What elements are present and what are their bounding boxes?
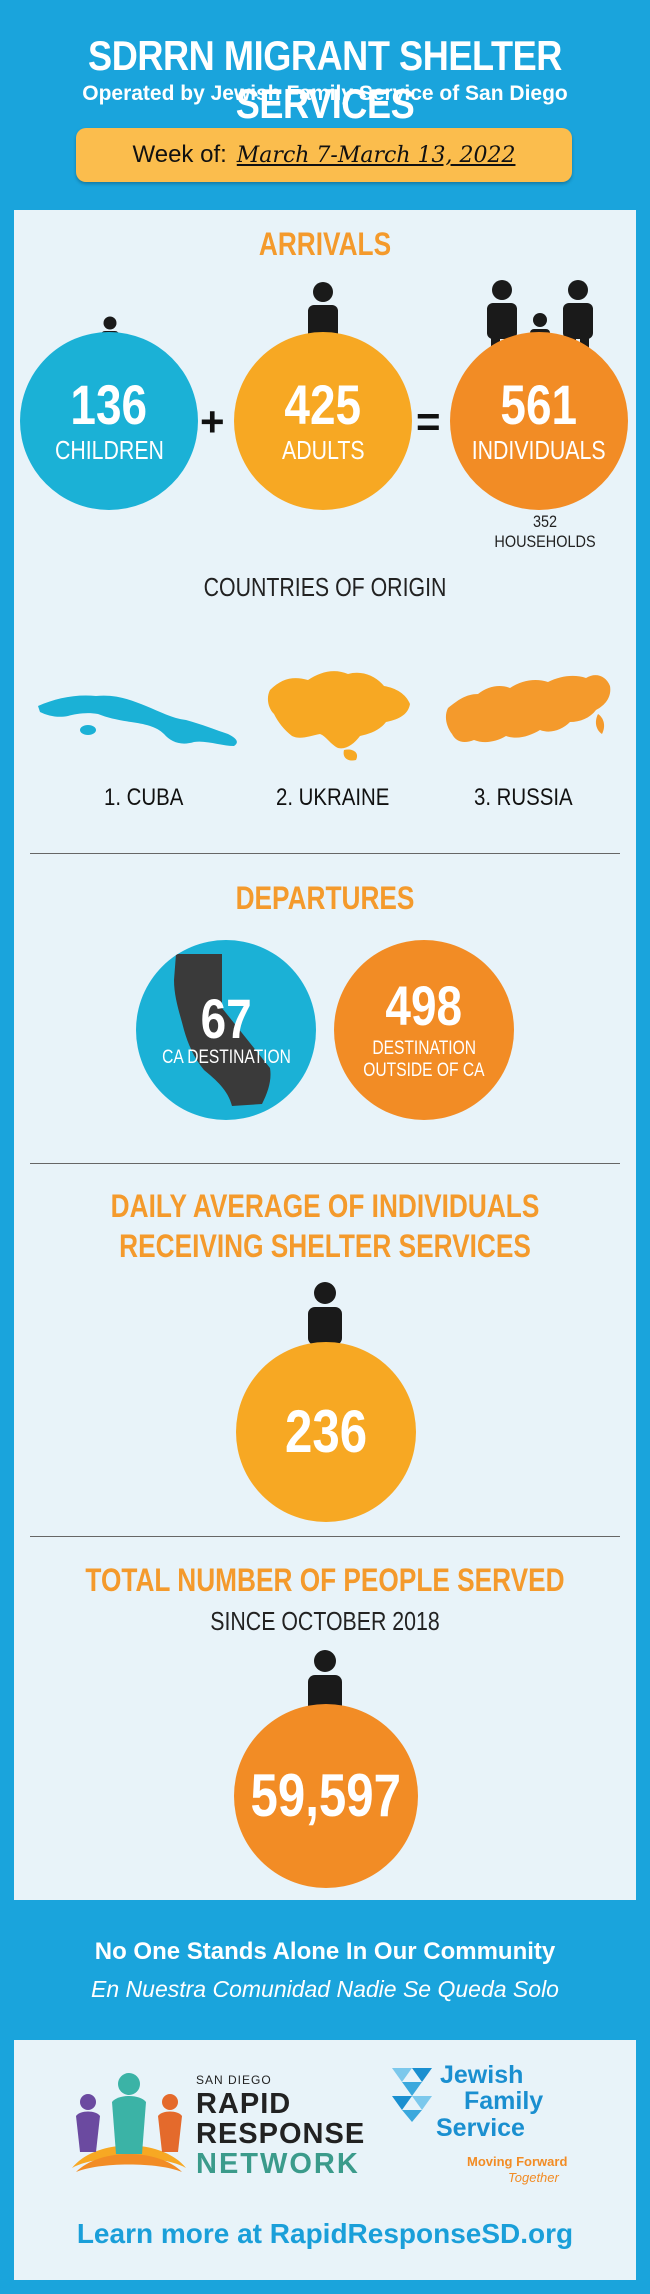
total-served-circle: 59,597: [234, 1704, 418, 1888]
outside-ca-circle: 498 DESTINATION OUTSIDE OF CA: [334, 940, 514, 1120]
ca-destination-label: CA DESTINATION: [161, 1047, 291, 1069]
outside-ca-label-2: OUTSIDE OF CA: [363, 1060, 485, 1081]
outside-ca-count: 498: [385, 974, 463, 1038]
individuals-label: INDIVIDUALS: [472, 434, 606, 465]
daily-title-line1: DAILY AVERAGE OF INDIVIDUALS: [110, 1188, 540, 1224]
rrn-small-label: SAN DIEGO: [196, 2073, 272, 2087]
ukraine-map-icon: [267, 671, 410, 761]
adults-circle: 425 ADULTS: [234, 332, 412, 510]
page-subtitle: Operated by Jewish Family Service of San…: [82, 82, 568, 105]
divider: [30, 853, 620, 854]
jfs-tagline-1: Moving Forward: [467, 2154, 568, 2169]
jfs-name-line-3: Service: [436, 2113, 525, 2142]
ca-destination-count: 67: [200, 987, 252, 1051]
cuba-map-icon: [38, 695, 237, 746]
tagline-spanish: En Nuestra Comunidad Nadie Se Queda Solo: [91, 1976, 559, 2002]
jfs-name-line-1: Jewish: [440, 2061, 524, 2089]
country-3: 3. RUSSIA: [474, 784, 573, 811]
learn-more-link[interactable]: Learn more at RapidResponseSD.org: [76, 2218, 574, 2249]
jfs-name: Jewish Family Service: [436, 2061, 544, 2141]
children-label: CHILDREN: [54, 434, 164, 465]
rapid-response-network-logo: [72, 2073, 186, 2172]
adults-count: 425: [284, 372, 362, 436]
country-1: 1. CUBA: [104, 784, 184, 811]
individuals-circle: 561 INDIVIDUALS: [450, 332, 628, 510]
jfs-logo-icon: [392, 2068, 432, 2122]
total-served-count: 59,597: [250, 1762, 402, 1829]
rrn-line-1: RAPID: [196, 2088, 292, 2120]
page-title: SDRRN MIGRANT SHELTER SERVICES: [88, 32, 562, 127]
individuals-count: 561: [500, 372, 578, 436]
daily-average-count: 236: [284, 1398, 368, 1465]
children-circle: 136 CHILDREN: [20, 332, 198, 510]
total-title: TOTAL NUMBER OF PEOPLE SERVED: [85, 1562, 565, 1598]
week-dates: March 7-March 13, 2022: [236, 142, 516, 168]
equals-sign: =: [416, 398, 441, 445]
rrn-line-3: NETWORK: [196, 2148, 360, 2180]
divider: [30, 1536, 620, 1537]
arrivals-title: ARRIVALS: [258, 226, 392, 262]
daily-average-circle: 236: [236, 1342, 416, 1522]
total-subtitle: SINCE OCTOBER 2018: [210, 1606, 440, 1636]
ca-destination-circle: 67 CA DESTINATION: [136, 940, 316, 1120]
country-2: 2. UKRAINE: [276, 784, 390, 811]
outside-ca-label-1: DESTINATION: [372, 1038, 476, 1060]
california-map-icon: [174, 954, 271, 1106]
households-count: 352 HOUSEHOLDS: [494, 512, 596, 551]
adults-label: ADULTS: [281, 434, 365, 465]
plus-sign: +: [200, 398, 225, 445]
rrn-line-2: RESPONSE: [196, 2118, 366, 2150]
origin-title: COUNTRIES OF ORIGIN: [203, 572, 447, 602]
russia-map-icon: [445, 675, 611, 743]
divider: [30, 1163, 620, 1164]
jfs-name-line-2: Family: [464, 2087, 544, 2116]
week-box: Week of: March 7-March 13, 2022: [76, 128, 572, 182]
jfs-tagline-2: Together: [508, 2170, 559, 2185]
tagline-english: No One Stands Alone In Our Community: [94, 1938, 556, 1965]
departures-title: DEPARTURES: [235, 880, 415, 916]
daily-title-line2: RECEIVING SHELTER SERVICES: [119, 1228, 531, 1264]
children-count: 136: [70, 372, 148, 436]
week-label: Week of:: [132, 141, 227, 168]
